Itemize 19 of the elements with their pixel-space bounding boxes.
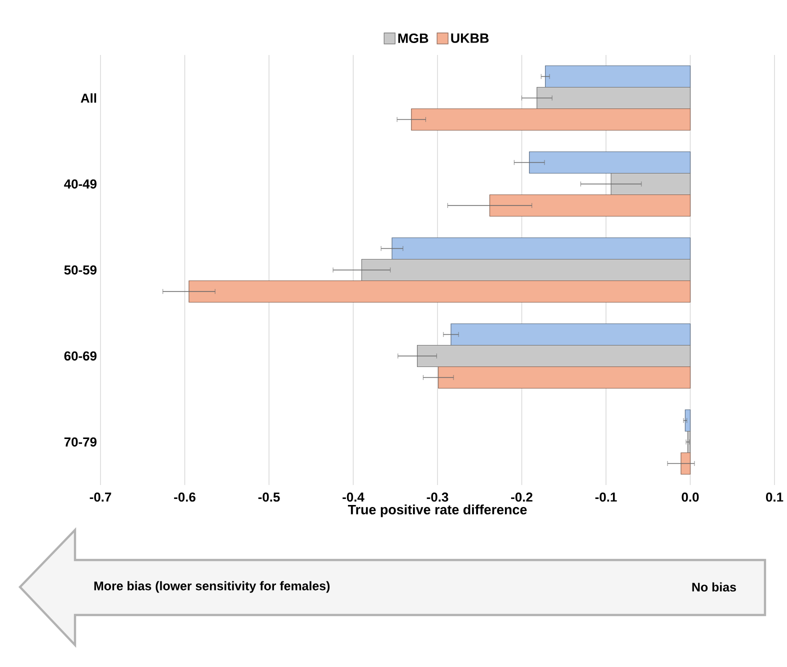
y-tick-label: 50-59 bbox=[64, 265, 96, 275]
legend-label: MGB bbox=[398, 33, 428, 43]
x-tick-label: -0.5 bbox=[258, 492, 280, 502]
x-tick-label: -0.4 bbox=[342, 492, 364, 502]
x-tick-label: 0.1 bbox=[766, 492, 784, 502]
x-tick-label: -0.7 bbox=[90, 492, 112, 502]
x-tick-label: -0.1 bbox=[595, 492, 617, 502]
legend-label: UKBB bbox=[451, 34, 489, 43]
y-tick-label: 60-69 bbox=[64, 351, 96, 361]
text: More bias (lower sensitivity for females) bbox=[94, 581, 330, 593]
y-tick-label: All bbox=[80, 93, 96, 103]
x-tick-label: -0.3 bbox=[426, 492, 448, 502]
y-tick-label: 40-49 bbox=[64, 179, 96, 189]
x-axis-title: True positive rate difference bbox=[348, 504, 527, 518]
x-tick-label: -0.2 bbox=[511, 492, 532, 502]
x-tick-label: 0.0 bbox=[682, 492, 699, 502]
y-tick-label: 70-79 bbox=[64, 437, 96, 447]
x-tick-label: -0.6 bbox=[174, 492, 196, 502]
text: No bias bbox=[692, 582, 736, 592]
